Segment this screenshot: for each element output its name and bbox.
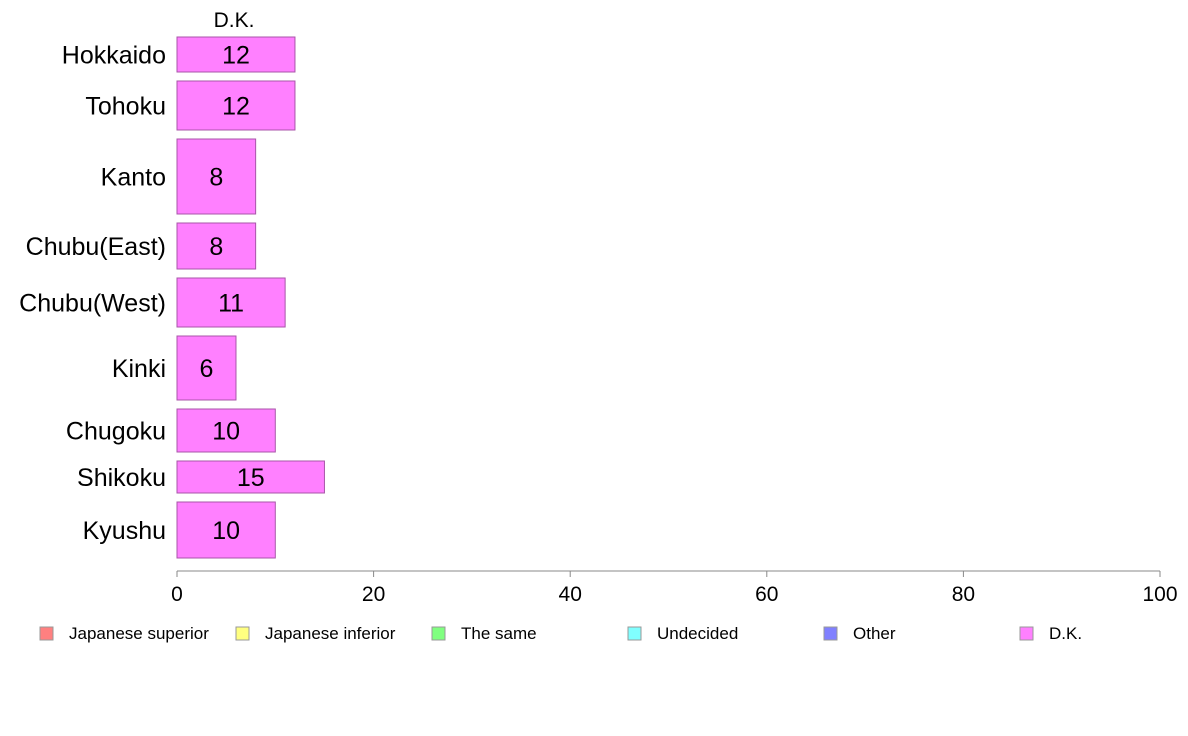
x-tick-label: 20 (362, 583, 385, 606)
data-label: 15 (237, 464, 265, 492)
category-label: Chubu(West) (19, 290, 166, 318)
legend-label: Japanese superior (69, 624, 209, 643)
legend-swatch (627, 626, 642, 641)
x-tick-label: 40 (559, 583, 582, 606)
bar (176, 36, 296, 73)
data-label: 8 (209, 233, 223, 261)
bars-group: Hokkaido 12 Tohoku 12 Kanto 8 Chubu(East) 8 Chub… (19, 36, 325, 559)
category-label: Hokkaido (62, 42, 166, 70)
data-label: 8 (209, 164, 223, 192)
category-label: Tohoku (85, 93, 166, 121)
x-tick-label: 80 (952, 583, 975, 606)
series-title: D.K. (214, 9, 255, 32)
legend-label: Other (853, 624, 896, 643)
legend-swatch (1019, 626, 1034, 641)
bar (176, 335, 237, 401)
category-label: Shikoku (77, 464, 166, 492)
data-label: 10 (212, 517, 240, 545)
category-label: Kinki (112, 355, 166, 383)
data-label: 10 (212, 418, 240, 446)
category-label: Kyushu (83, 517, 166, 545)
data-label: 11 (218, 290, 244, 318)
x-tick-label: 100 (1142, 583, 1177, 606)
data-label: 12 (222, 42, 250, 70)
legend-label: Undecided (657, 624, 738, 643)
bar (176, 138, 257, 215)
legend-swatch (431, 626, 446, 641)
category-label: Chugoku (66, 418, 166, 446)
category-label: Kanto (101, 164, 166, 192)
legend-swatch (235, 626, 250, 641)
legend-swatch (39, 626, 54, 641)
bar (176, 501, 276, 559)
bar (176, 408, 276, 453)
legend-label: Japanese inferior (265, 624, 396, 643)
bar (176, 80, 296, 131)
legend-label: The same (461, 624, 537, 643)
category-label: Chubu(East) (26, 233, 166, 261)
legend-label: D.K. (1049, 624, 1082, 643)
data-label: 6 (200, 355, 214, 383)
legend-swatch (823, 626, 838, 641)
bar (176, 460, 325, 494)
x-tick-label: 60 (755, 583, 778, 606)
x-tick-label: 0 (171, 583, 183, 606)
bar (176, 222, 257, 270)
bar (176, 277, 286, 328)
data-label: 12 (222, 93, 250, 121)
legend: Japanese superior Japanese inferior The sa… (39, 624, 1082, 643)
x-axis: 0 20 40 60 80 100 (171, 570, 1178, 606)
